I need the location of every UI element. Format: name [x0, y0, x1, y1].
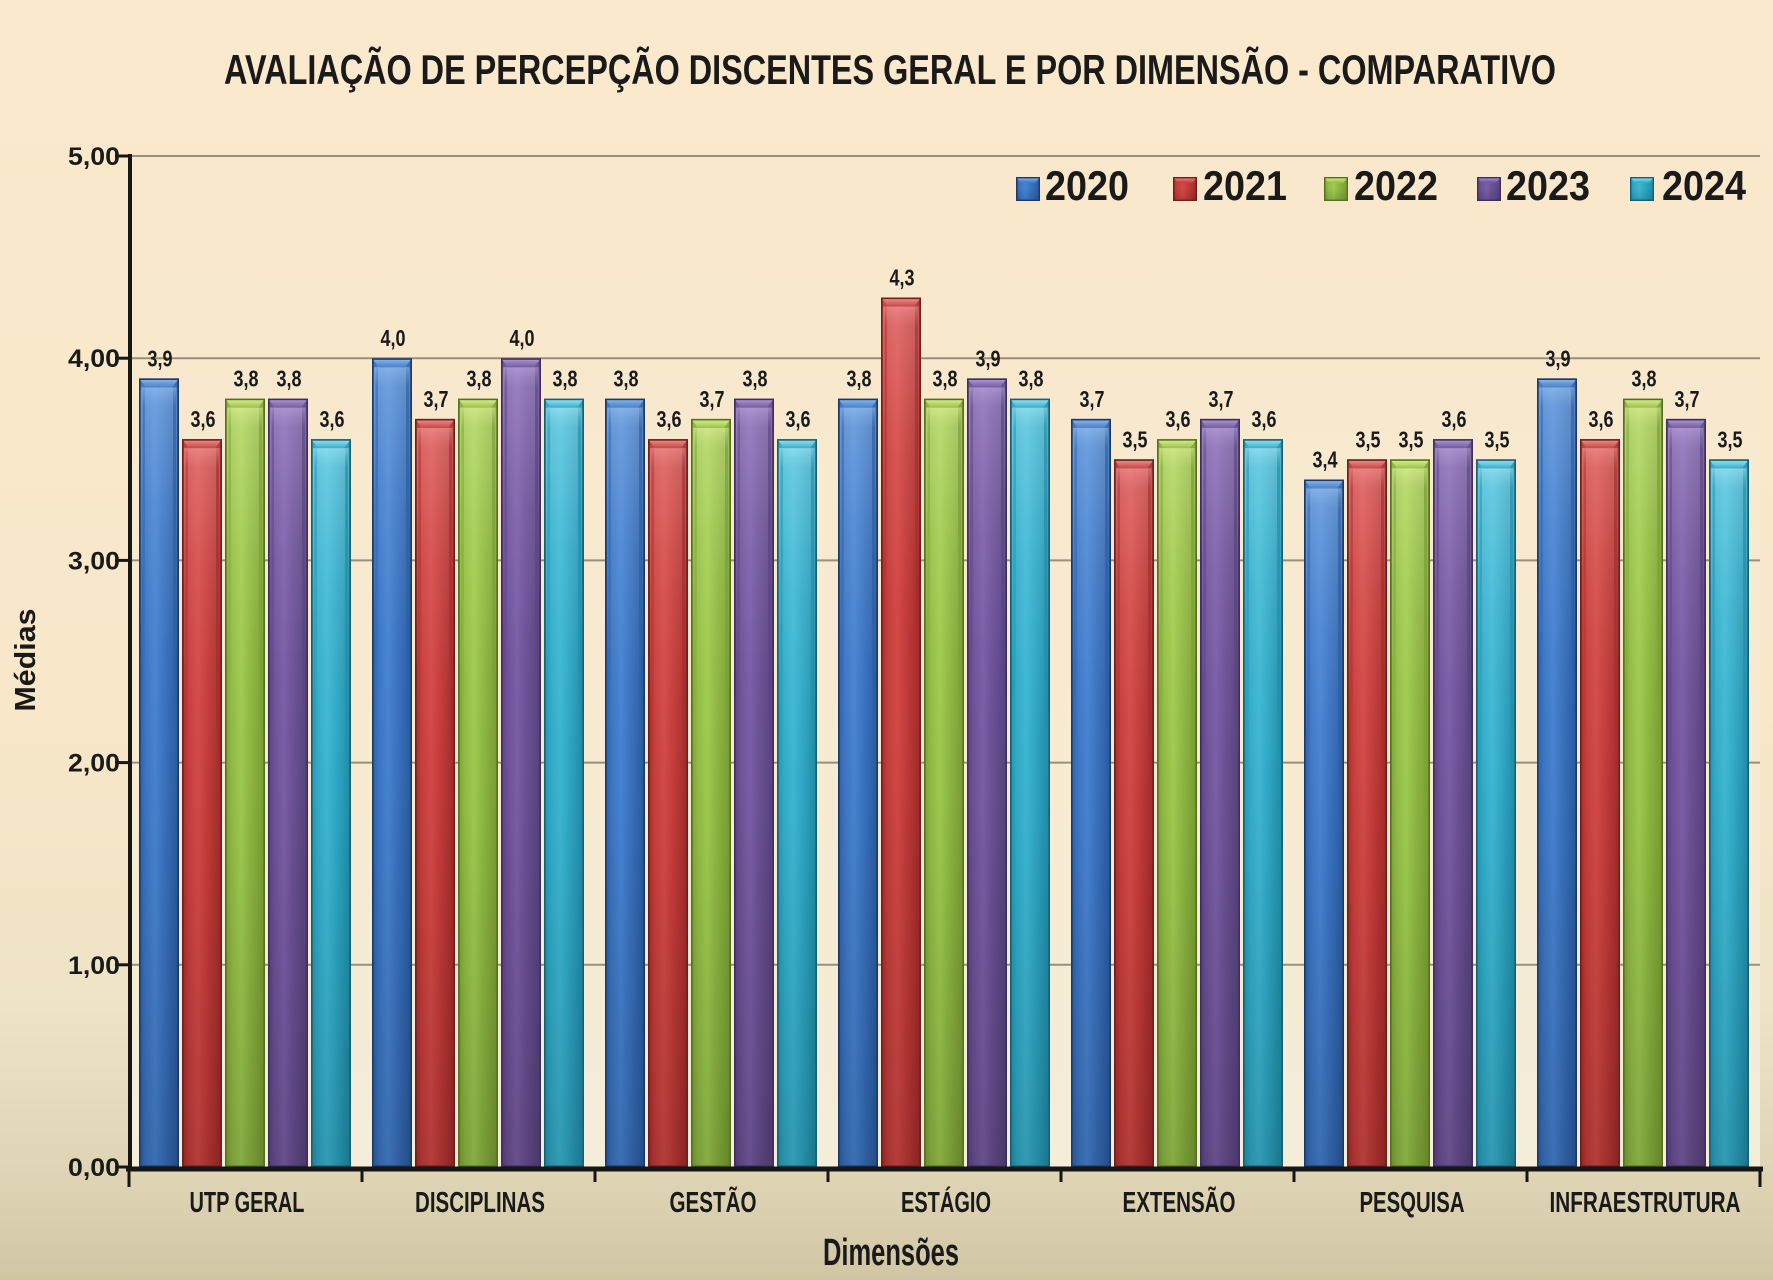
svg-text:0,00: 0,00 — [68, 1154, 120, 1182]
svg-text:3,5: 3,5 — [1485, 426, 1510, 452]
svg-text:1,00: 1,00 — [68, 952, 120, 980]
svg-text:3,5: 3,5 — [1356, 426, 1381, 452]
svg-text:2,00: 2,00 — [68, 750, 120, 778]
svg-text:PESQUISA: PESQUISA — [1360, 1187, 1465, 1219]
svg-text:3,8: 3,8 — [1632, 366, 1657, 392]
svg-text:5,00: 5,00 — [68, 143, 120, 171]
svg-text:3,6: 3,6 — [1166, 406, 1191, 432]
svg-text:AVALIAÇÃO DE PERCEPÇÃO DISCENT: AVALIAÇÃO DE PERCEPÇÃO DISCENTES GERAL E… — [224, 46, 1556, 93]
svg-text:3,6: 3,6 — [657, 406, 682, 432]
svg-text:3,8: 3,8 — [847, 366, 872, 392]
svg-text:3,8: 3,8 — [553, 366, 578, 392]
svg-text:2024: 2024 — [1662, 162, 1747, 209]
svg-text:3,6: 3,6 — [1589, 406, 1614, 432]
svg-text:3,8: 3,8 — [933, 366, 958, 392]
svg-text:3,00: 3,00 — [68, 547, 120, 575]
svg-text:2020: 2020 — [1045, 162, 1129, 209]
svg-text:3,7: 3,7 — [424, 386, 449, 412]
svg-text:3,5: 3,5 — [1718, 426, 1743, 452]
svg-text:4,0: 4,0 — [510, 325, 535, 351]
svg-text:Médias: Médias — [10, 609, 42, 712]
svg-text:4,0: 4,0 — [381, 325, 406, 351]
svg-text:4,3: 4,3 — [890, 265, 915, 291]
svg-text:3,9: 3,9 — [148, 345, 173, 371]
svg-text:3,9: 3,9 — [1546, 345, 1571, 371]
svg-text:3,7: 3,7 — [1209, 386, 1234, 412]
svg-text:Dimensões: Dimensões — [823, 1232, 959, 1274]
svg-text:2022: 2022 — [1354, 162, 1438, 209]
svg-text:3,9: 3,9 — [976, 345, 1001, 371]
svg-text:3,6: 3,6 — [1252, 406, 1277, 432]
svg-text:3,8: 3,8 — [277, 366, 302, 392]
svg-text:3,6: 3,6 — [320, 406, 345, 432]
svg-text:2023: 2023 — [1506, 162, 1590, 209]
svg-text:3,6: 3,6 — [191, 406, 216, 432]
svg-text:3,7: 3,7 — [1080, 386, 1105, 412]
svg-text:ESTÁGIO: ESTÁGIO — [901, 1185, 991, 1219]
svg-text:3,5: 3,5 — [1123, 426, 1148, 452]
svg-text:3,8: 3,8 — [614, 366, 639, 392]
svg-text:UTP GERAL: UTP GERAL — [190, 1187, 305, 1219]
svg-text:2021: 2021 — [1203, 162, 1287, 209]
svg-text:3,6: 3,6 — [1442, 406, 1467, 432]
svg-text:EXTENSÃO: EXTENSÃO — [1123, 1185, 1236, 1219]
svg-text:GESTÃO: GESTÃO — [670, 1185, 757, 1219]
svg-text:3,6: 3,6 — [786, 406, 811, 432]
svg-text:4,00: 4,00 — [68, 345, 120, 373]
svg-text:3,8: 3,8 — [467, 366, 492, 392]
svg-text:3,5: 3,5 — [1399, 426, 1424, 452]
svg-text:3,8: 3,8 — [234, 366, 259, 392]
svg-text:3,4: 3,4 — [1313, 447, 1338, 473]
svg-text:3,8: 3,8 — [743, 366, 768, 392]
svg-text:DISCIPLINAS: DISCIPLINAS — [415, 1187, 545, 1219]
svg-text:INFRAESTRUTURA: INFRAESTRUTURA — [1550, 1187, 1741, 1219]
svg-text:3,8: 3,8 — [1019, 366, 1044, 392]
svg-text:3,7: 3,7 — [1675, 386, 1700, 412]
svg-text:3,7: 3,7 — [700, 386, 725, 412]
